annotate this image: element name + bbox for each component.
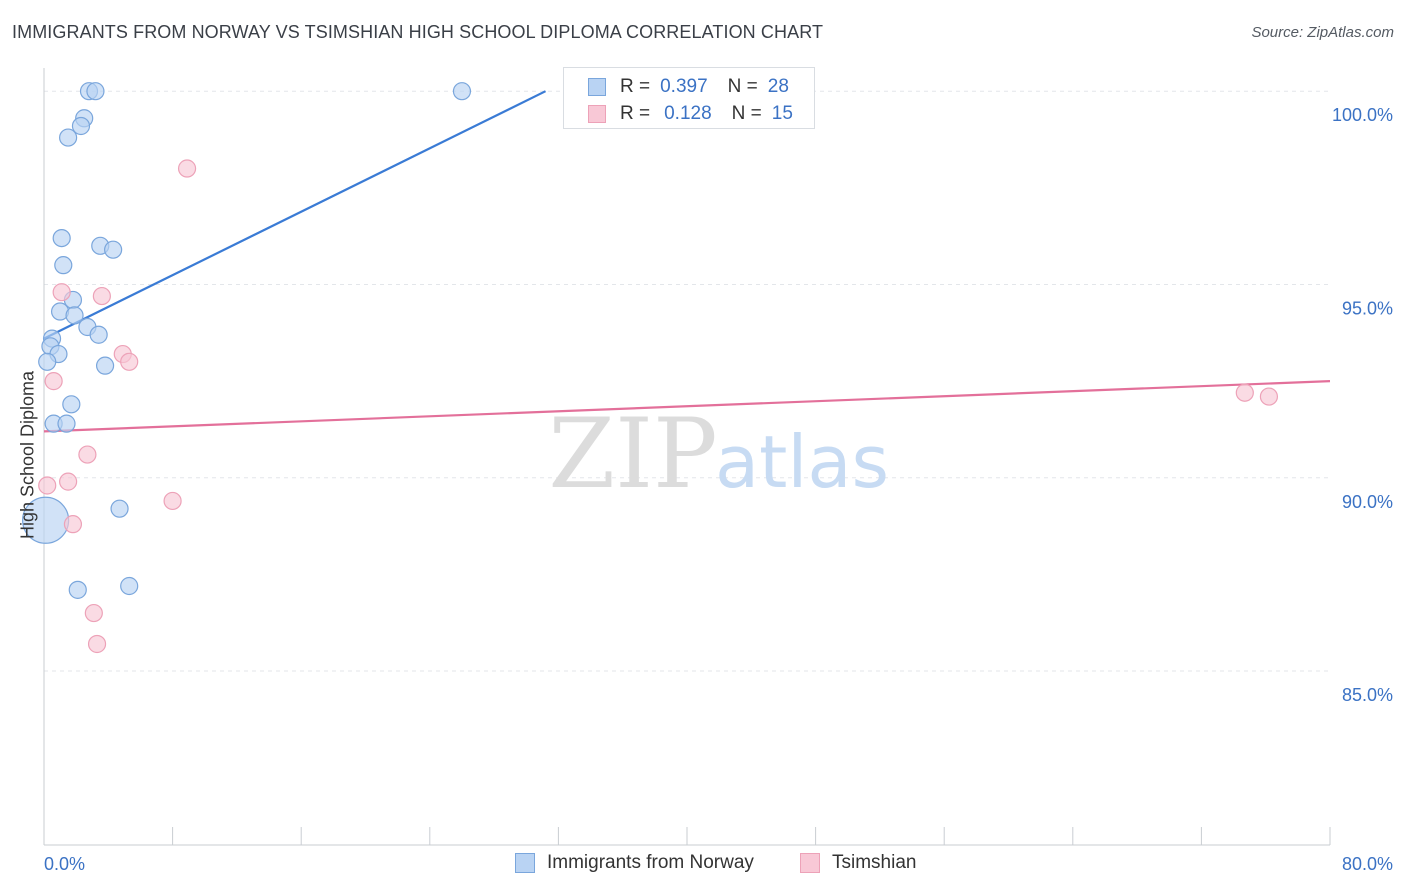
- legend-r-label: R =: [620, 76, 651, 97]
- trend-line-norway: [43, 90, 547, 340]
- tick-labels: 85.0% 90.0% 95.0% 100.0% 0.0% 80.0%: [44, 105, 1393, 874]
- points-layer: [22, 82, 1279, 654]
- legend-swatch-norway: [588, 78, 606, 96]
- legend-n-label: N =: [731, 103, 762, 124]
- y-tick-label: 95.0%: [1342, 298, 1393, 318]
- x-tick-label-max: 80.0%: [1342, 854, 1393, 874]
- point-norway: [57, 414, 76, 433]
- chart-title: IMMIGRANTS FROM NORWAY VS TSIMSHIAN HIGH…: [12, 22, 824, 42]
- point-norway: [110, 499, 129, 518]
- point-tsimshian: [87, 634, 107, 654]
- legend-n-label: N =: [727, 76, 758, 97]
- y-tick-label: 85.0%: [1342, 685, 1393, 705]
- point-tsimshian: [78, 445, 97, 464]
- point-tsimshian: [177, 159, 197, 178]
- series-swatch-norway: [515, 853, 535, 873]
- grid-layer: [44, 90, 1330, 672]
- series-legend-norway: Immigrants from Norway: [515, 852, 754, 874]
- point-norway: [120, 576, 139, 596]
- point-tsimshian: [163, 491, 182, 511]
- axes-layer: [43, 68, 1331, 846]
- source-label: Source: ZipAtlas.com: [1251, 24, 1394, 41]
- watermark-atlas: atlas: [715, 420, 889, 504]
- watermark-zip: ZIP: [548, 398, 717, 510]
- watermark: ZIP atlas: [548, 398, 889, 510]
- point-norway: [65, 306, 84, 325]
- legend-swatch-tsimshian: [588, 105, 606, 123]
- series-name-norway: Immigrants from Norway: [547, 852, 754, 873]
- point-norway: [71, 116, 91, 136]
- point-norway: [452, 82, 472, 101]
- point-norway: [59, 128, 78, 147]
- x-tick-label-min: 0.0%: [44, 854, 85, 874]
- trend-layer: [43, 90, 1331, 433]
- point-norway: [38, 352, 57, 371]
- point-norway: [54, 256, 73, 275]
- point-norway: [52, 228, 71, 248]
- legend-n-value: 28: [767, 76, 789, 97]
- legend-r-value: 0.397: [660, 76, 708, 97]
- series-name-tsimshian: Tsimshian: [832, 852, 917, 873]
- point-tsimshian: [84, 603, 103, 623]
- point-norway: [104, 240, 123, 259]
- y-tick-label: 100.0%: [1332, 105, 1393, 125]
- point-norway: [68, 580, 87, 599]
- trend-line-tsimshian: [43, 380, 1331, 433]
- stats-legend: R = 0.397 N = 28 R = 0.128 N = 15: [563, 67, 815, 129]
- legend-n-value: 15: [771, 103, 793, 124]
- legend-row-norway: R = 0.397 N = 28: [588, 75, 789, 99]
- point-tsimshian: [44, 372, 63, 391]
- point-tsimshian: [52, 283, 71, 302]
- point-norway: [95, 356, 115, 375]
- point-tsimshian: [59, 472, 78, 491]
- point-tsimshian: [120, 352, 139, 371]
- series-legend-tsimshian: Tsimshian: [800, 852, 916, 874]
- point-norway: [86, 82, 105, 101]
- legend-r-value: 0.128: [664, 103, 712, 124]
- point-tsimshian: [1235, 383, 1254, 402]
- series-swatch-tsimshian: [800, 853, 820, 873]
- series-legend: Immigrants from Norway Tsimshian: [0, 852, 1406, 876]
- point-norway: [62, 395, 81, 414]
- point-tsimshian: [38, 476, 57, 495]
- point-tsimshian: [63, 515, 83, 534]
- point-tsimshian: [92, 286, 111, 306]
- legend-row-tsimshian: R = 0.128 N = 15: [588, 102, 793, 126]
- point-norway: [89, 325, 108, 344]
- legend-r-label: R =: [620, 103, 651, 124]
- y-axis-label: High School Diploma: [17, 370, 38, 540]
- point-tsimshian: [1259, 387, 1279, 406]
- y-tick-label: 90.0%: [1342, 492, 1393, 512]
